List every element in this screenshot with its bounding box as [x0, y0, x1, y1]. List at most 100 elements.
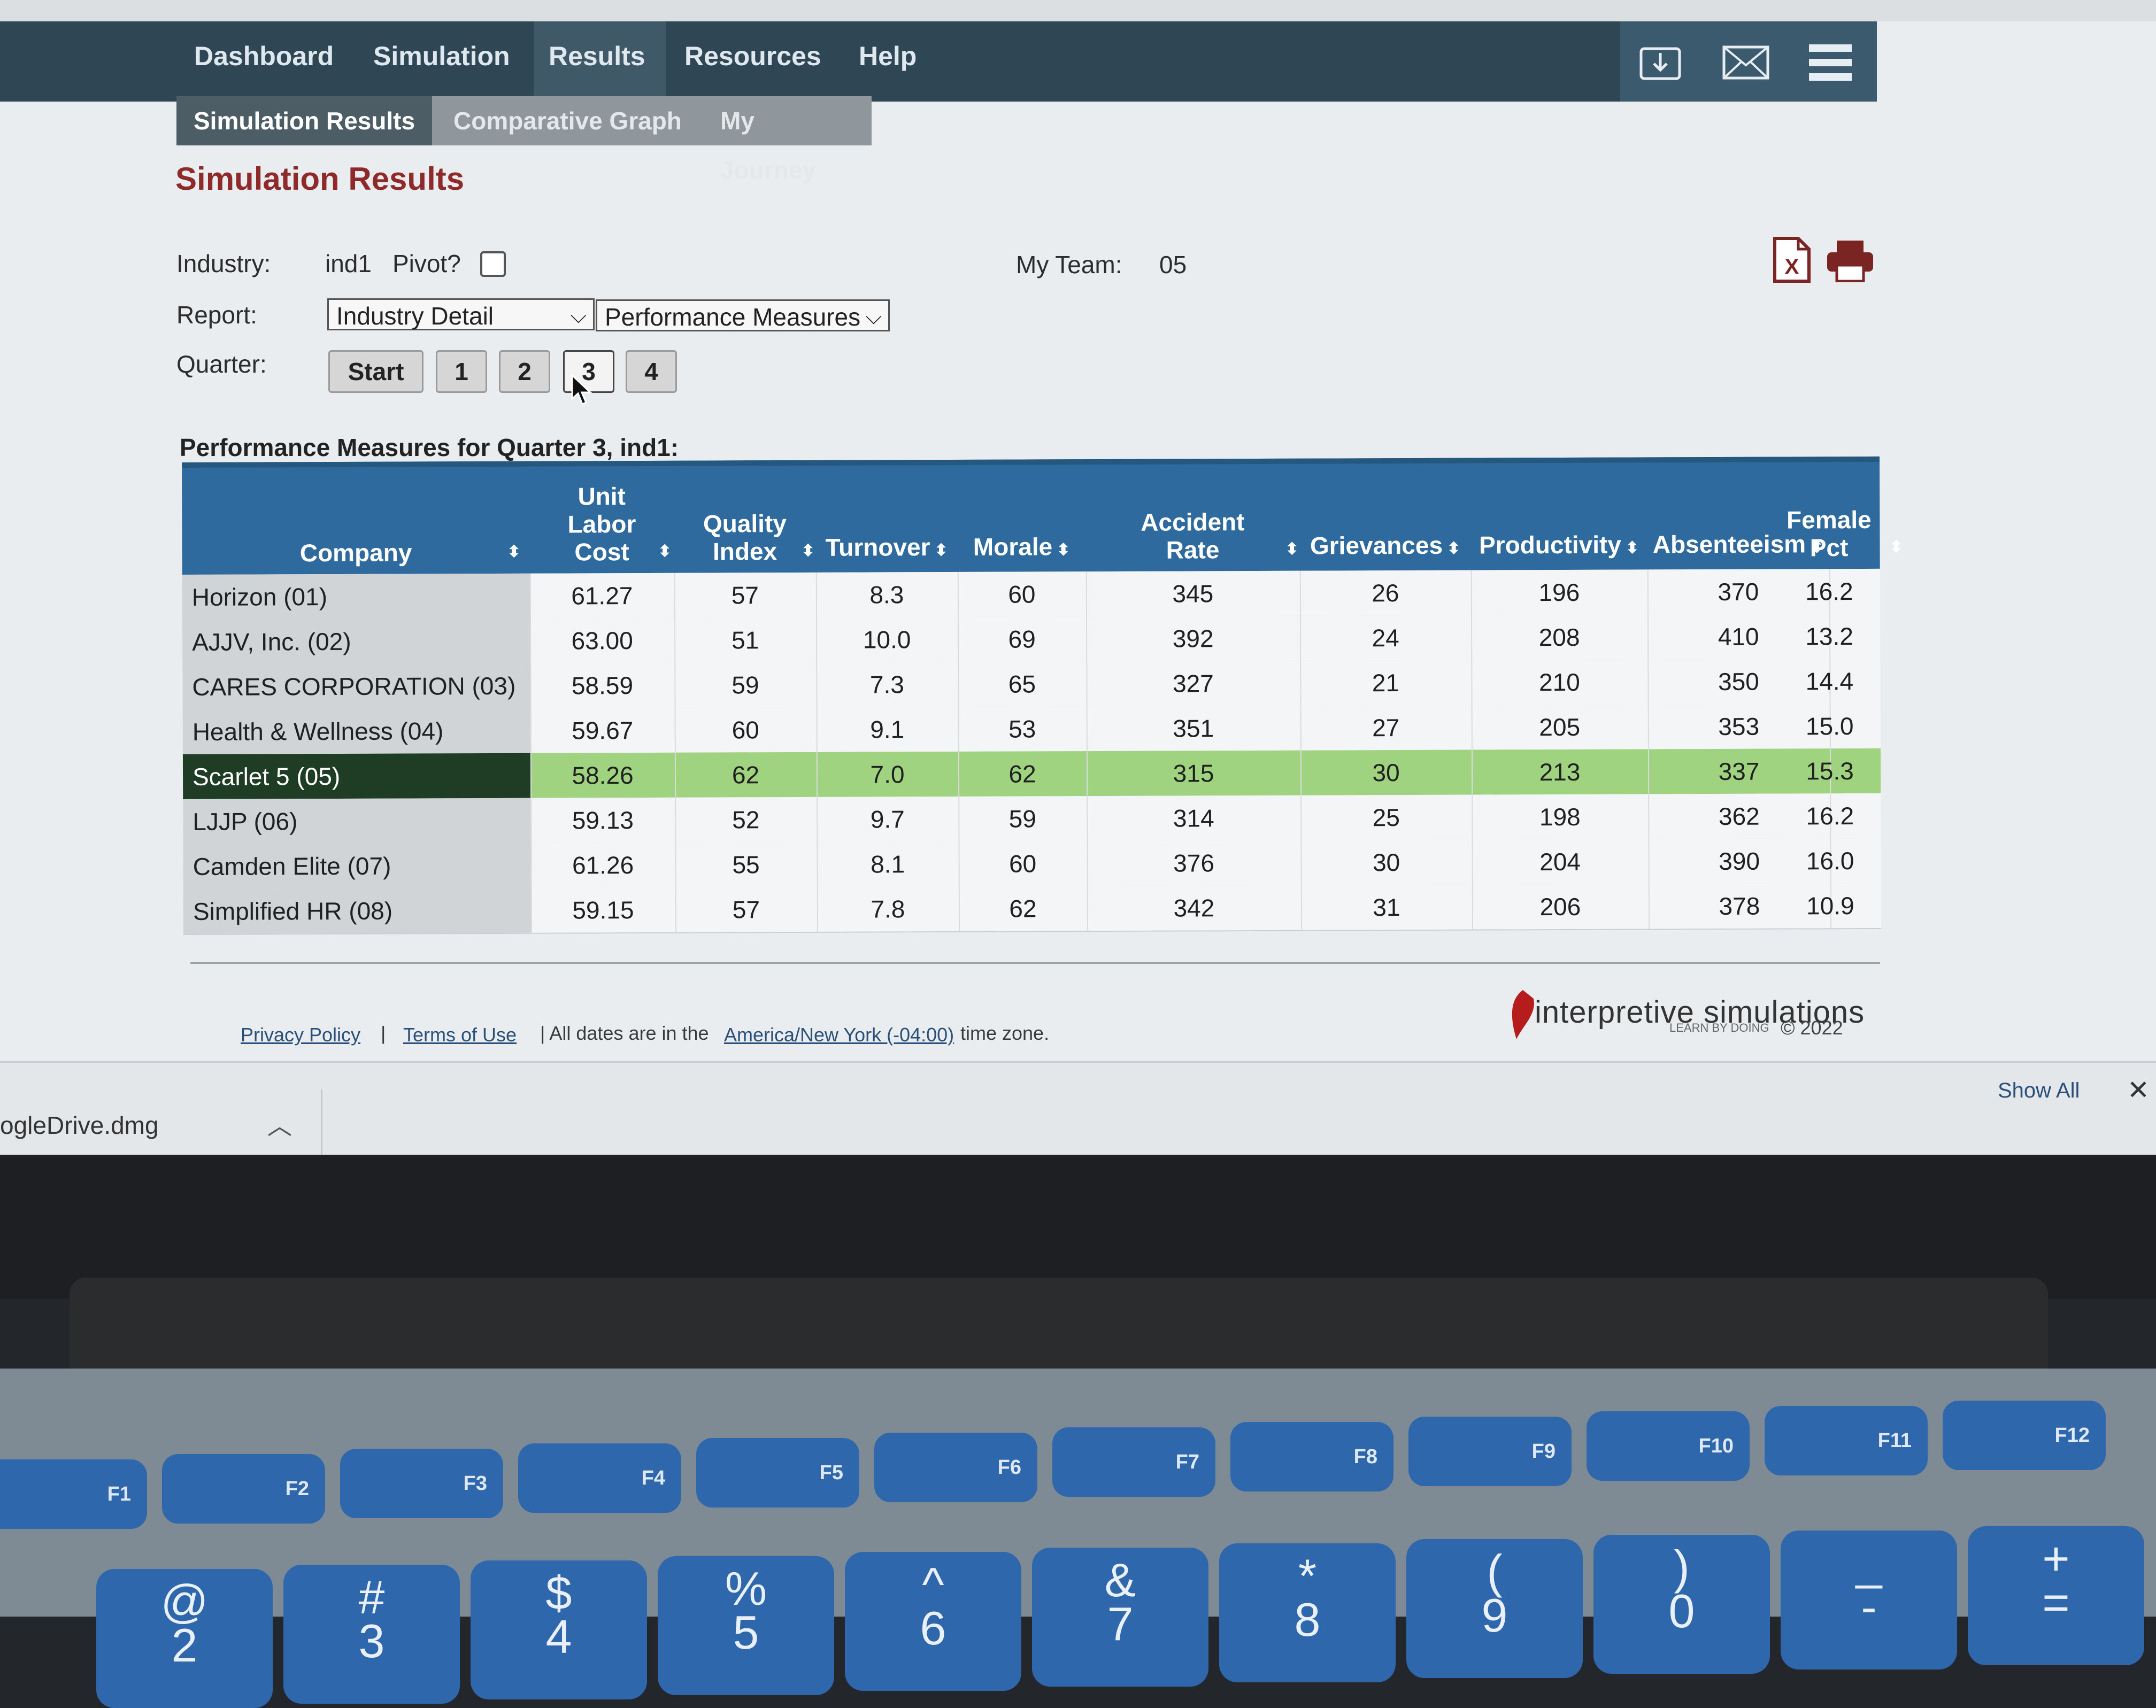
fkey-label: F1	[107, 1483, 131, 1505]
report-type-select[interactable]: Industry Detail ⌵	[327, 298, 595, 330]
table-row[interactable]: LJJP (06) 59.13 52 9.7 59 314 25 198 362 16.2	[183, 793, 1881, 845]
sort-icon[interactable]: ⬍	[1057, 541, 1071, 559]
col-fp-line2: Pct	[1810, 534, 1849, 562]
nav-results[interactable]: Results	[534, 21, 666, 102]
quality-index-cell: 57	[732, 895, 760, 924]
col-turnover[interactable]: Turnover ⬍	[815, 533, 957, 565]
tab-simulation-results[interactable]: Simulation Results	[176, 96, 433, 145]
fkey-11[interactable]: F11	[1765, 1406, 1928, 1475]
footer-divider	[190, 962, 1880, 964]
quarter-4-button[interactable]: 4	[626, 350, 677, 393]
company-cell: LJJP (06)	[183, 798, 531, 844]
sort-icon[interactable]: ⬍	[1625, 539, 1639, 557]
number-key[interactable]: * 8	[1219, 1543, 1396, 1682]
accident-rate-cell: 351	[1173, 714, 1214, 743]
col-morale[interactable]: Morale ⬍	[957, 532, 1085, 565]
col-unit-labor-cost[interactable]: Unit Labor Cost ⬍	[529, 482, 674, 566]
pivot-checkbox[interactable]	[480, 251, 506, 277]
close-icon[interactable]: ✕	[2127, 1075, 2150, 1105]
number-key[interactable]: @2	[96, 1569, 273, 1708]
morale-cell: 62	[1008, 760, 1036, 788]
female-pct-cell: 15.0	[1805, 712, 1854, 740]
turnover-cell: 10.0	[863, 625, 911, 654]
excel-icon[interactable]: X	[1773, 236, 1811, 286]
col-accident-rate[interactable]: Accident Rate ⬍	[1085, 508, 1299, 564]
download-file-name[interactable]: ogleDrive.dmg	[0, 1111, 159, 1139]
col-company[interactable]: Company ⬍	[182, 538, 530, 567]
quality-index-cell: 55	[732, 851, 760, 879]
grievances-cell: 21	[1372, 669, 1400, 697]
my-team-value: 05	[1159, 251, 1187, 279]
quality-index-cell: 62	[732, 761, 760, 789]
table-row[interactable]: CARES CORPORATION (03) 58.59 59 7.3 65 327 21 2…	[182, 658, 1881, 710]
fkey-2[interactable]: F2	[162, 1454, 325, 1524]
number-key[interactable]: #3	[283, 1565, 460, 1704]
timezone-link[interactable]: America/New York (-04:00)	[724, 1024, 954, 1046]
report-measure-select[interactable]: Performance Measures ⌵	[596, 299, 890, 331]
brand-logo-icon	[1507, 988, 1539, 1044]
fkey-4[interactable]: F4	[518, 1443, 681, 1513]
nav-help[interactable]: Help	[859, 41, 917, 71]
sort-icon[interactable]: ⬍	[934, 542, 948, 560]
number-key[interactable]: + =	[1968, 1526, 2144, 1665]
terms-of-use-link[interactable]: Terms of Use	[403, 1024, 517, 1046]
col-female-pct[interactable]: Female Pct ⬍	[1778, 506, 1903, 562]
print-icon[interactable]	[1826, 239, 1874, 285]
fkey-5[interactable]: F5	[696, 1438, 859, 1508]
mail-icon[interactable]	[1716, 38, 1775, 87]
table-row[interactable]: Simplified HR (08) 59.15 57 7.8 62 342 31 206 37…	[183, 883, 1882, 935]
number-key[interactable]: ^ 6	[845, 1552, 1021, 1691]
fkey-3[interactable]: F3	[340, 1449, 503, 1518]
turnover-cell: 7.3	[869, 670, 905, 699]
quarter-2-button[interactable]: 2	[499, 350, 550, 393]
table-row[interactable]: Scarlet 5 (05) 58.26 62 7.0 62 315 30 213 337 15.…	[182, 748, 1881, 800]
tab-comparative-graph[interactable]: Comparative Graph	[453, 107, 682, 135]
table-row[interactable]: Horizon (01) 61.27 57 8.3 60 345 26 196 370 16.2	[182, 568, 1881, 621]
fkey-6[interactable]: F6	[874, 1433, 1037, 1502]
quarter-1-button[interactable]: 1	[436, 350, 487, 393]
chevron-up-icon[interactable]: ︿	[267, 1112, 292, 1140]
screen-top-edge	[0, 0, 2156, 21]
key-label: =	[2042, 1576, 2070, 1629]
nav-dashboard[interactable]: Dashboard	[194, 41, 334, 71]
fkey-8[interactable]: F8	[1230, 1422, 1393, 1491]
number-key[interactable]: & 7	[1032, 1548, 1208, 1687]
quarter-start-button[interactable]: Start	[328, 350, 424, 393]
fkey-1[interactable]: F1	[0, 1459, 147, 1529]
table-row[interactable]: Camden Elite (07) 61.26 55 8.1 60 376 30 204 390…	[183, 838, 1881, 890]
privacy-policy-link[interactable]: Privacy Policy	[241, 1024, 361, 1046]
nav-simulation[interactable]: Simulation	[373, 41, 510, 71]
table-row[interactable]: Health & Wellness (04) 59.67 60 9.1 53 351 27 2…	[182, 703, 1881, 755]
number-key[interactable]: _ -	[1781, 1531, 1957, 1670]
number-key[interactable]: $4	[471, 1560, 647, 1699]
number-key[interactable]: ) 0	[1593, 1535, 1770, 1674]
col-grievances[interactable]: Grievances ⬍	[1299, 531, 1470, 563]
key-shift-label: _	[1855, 1536, 1882, 1589]
col-quality-index[interactable]: Quality Index ⬍	[674, 509, 815, 566]
fkey-10[interactable]: F10	[1587, 1411, 1750, 1481]
col-productivity[interactable]: Productivity ⬍	[1470, 530, 1647, 562]
menu-icon[interactable]	[1801, 38, 1860, 87]
fkey-label: F11	[1877, 1429, 1912, 1452]
sort-icon[interactable]: ⬍	[1889, 538, 1903, 556]
turnover-cell: 7.0	[870, 760, 905, 789]
productivity-cell: 204	[1539, 847, 1581, 876]
tab-my-journey[interactable]: My Journey	[720, 107, 816, 184]
sort-icon[interactable]: ⬍	[507, 543, 521, 561]
sort-icon[interactable]: ⬍	[658, 542, 672, 560]
nav-resources[interactable]: Resources	[684, 41, 821, 71]
show-all-button[interactable]: Show All	[1998, 1079, 2080, 1102]
download-icon[interactable]	[1631, 38, 1690, 87]
table-caption: Performance Measures for Quarter 3, ind1…	[180, 434, 679, 461]
sort-icon[interactable]: ⬍	[1285, 540, 1299, 558]
table-row[interactable]: AJJV, Inc. (02) 63.00 51 10.0 69 392 24 208 410 1…	[182, 613, 1881, 666]
number-key[interactable]: % 5	[658, 1556, 834, 1695]
fkey-12[interactable]: F12	[1943, 1401, 2106, 1470]
sort-icon[interactable]: ⬍	[801, 542, 815, 560]
fkey-9[interactable]: F9	[1408, 1417, 1572, 1486]
fkey-7[interactable]: F7	[1052, 1427, 1215, 1497]
col-ar-line2: Rate	[1166, 536, 1220, 564]
key-shift-label: $	[545, 1566, 572, 1619]
sort-icon[interactable]: ⬍	[1446, 539, 1461, 558]
number-key[interactable]: (9	[1406, 1539, 1583, 1678]
